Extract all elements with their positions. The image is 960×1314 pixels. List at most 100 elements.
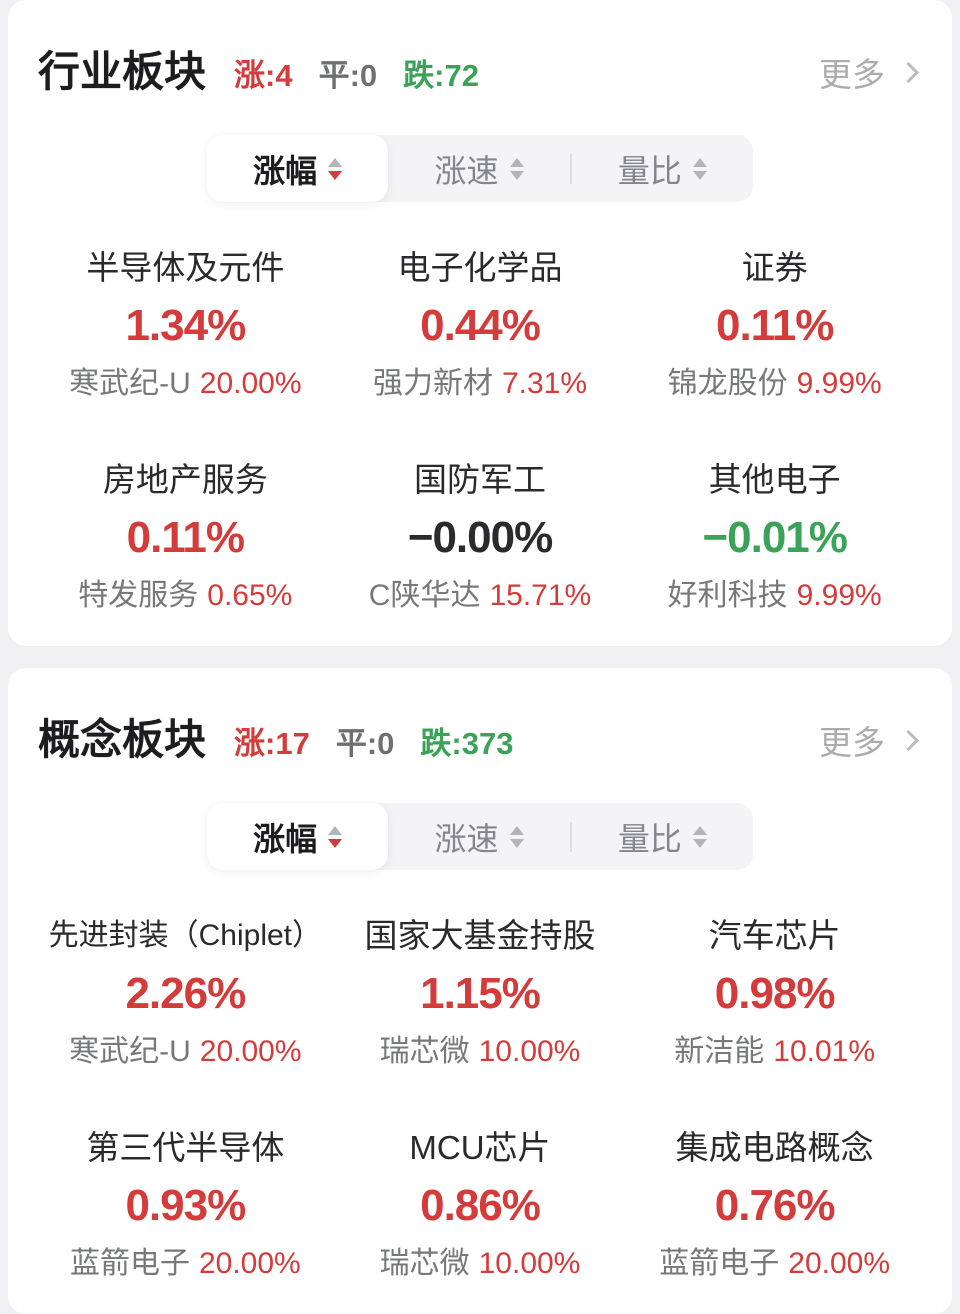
sector-name: 电子化学品 — [397, 249, 563, 286]
tab-label: 量比 — [617, 820, 682, 857]
sort-tabbar: 涨幅 涨速 量比 — [207, 803, 753, 870]
leader-change: 20.00% — [199, 1035, 302, 1068]
leader-change: 9.99% — [796, 367, 882, 400]
leader-stock: 寒武纪-U 20.00% — [38, 1034, 333, 1070]
tab-label: 量比 — [617, 152, 682, 189]
sector-change: 0.76% — [714, 1181, 836, 1230]
tab-label: 涨幅 — [253, 820, 318, 857]
sector-change: 1.34% — [125, 301, 246, 350]
leader-name: 新洁能 — [674, 1035, 765, 1068]
leader-name: 强力新材 — [372, 367, 493, 400]
sort-arrows-icon — [692, 157, 707, 180]
section-title: 行业板块 — [38, 48, 207, 95]
leader-stock: 特发服务 0.65% — [38, 578, 333, 614]
leader-stock: 瑞芯微 10.00% — [333, 1246, 628, 1282]
sector-name: 其他电子 — [708, 461, 841, 498]
leader-change: 10.01% — [773, 1035, 876, 1068]
sector-cell[interactable]: 电子化学品 0.44% 强力新材 7.31% — [333, 248, 628, 402]
leader-stock: 好利科技 9.99% — [627, 578, 922, 614]
tab-change-speed[interactable]: 涨速 — [388, 803, 569, 870]
leader-stock: 瑞芯微 10.00% — [333, 1034, 628, 1070]
industry-header: 行业板块 涨:4 平:0 跌:72 更多 — [38, 38, 922, 99]
tab-label: 涨速 — [434, 820, 499, 857]
more-label: 更多 — [819, 724, 885, 761]
concept-header: 概念板块 涨:17 平:0 跌:373 更多 — [38, 706, 922, 767]
leader-name: C陕华达 — [368, 579, 481, 612]
sort-tabbar: 涨幅 涨速 量比 — [207, 135, 753, 202]
tab-volume-ratio[interactable]: 量比 — [572, 803, 753, 870]
sector-name: MCU芯片 — [409, 1129, 551, 1166]
sector-name: 先进封装（Chiplet） — [48, 919, 323, 952]
tab-label: 涨幅 — [253, 152, 318, 189]
breadth-stats: 涨:4 平:0 跌:72 — [234, 50, 479, 95]
sector-change: 2.26% — [125, 969, 246, 1018]
leader-stock: 蓝箭电子 20.00% — [627, 1246, 922, 1282]
leader-name: 瑞芯微 — [379, 1035, 470, 1068]
sort-arrows-icon — [328, 825, 343, 848]
leader-change: 15.71% — [489, 579, 592, 612]
tab-volume-ratio[interactable]: 量比 — [572, 135, 753, 202]
sector-name: 汽车芯片 — [708, 917, 841, 954]
sector-name: 房地产服务 — [102, 461, 268, 498]
leader-stock: 锦龙股份 9.99% — [627, 366, 922, 402]
leader-name: 特发服务 — [78, 579, 199, 612]
sort-arrows-icon — [328, 157, 343, 180]
leader-change: 10.00% — [478, 1247, 581, 1280]
chevron-right-icon — [897, 61, 920, 83]
breadth-stats: 涨:17 平:0 跌:373 — [234, 718, 513, 763]
sector-change: 0.11% — [126, 513, 245, 562]
leader-stock: 寒武纪-U 20.00% — [38, 366, 333, 402]
sector-name: 证券 — [741, 249, 808, 286]
sector-cell[interactable]: 第三代半导体 0.93% 蓝箭电子 20.00% — [38, 1128, 333, 1282]
leader-stock: C陕华达 15.71% — [333, 578, 628, 614]
stat-unchanged: 平:0 — [318, 58, 378, 93]
sector-cell[interactable]: 汽车芯片 0.98% 新洁能 10.01% — [627, 916, 922, 1070]
leader-change: 20.00% — [788, 1247, 891, 1280]
sector-cell[interactable]: 先进封装（Chiplet） 2.26% 寒武纪-U 20.00% — [38, 916, 333, 1070]
sector-name: 国家大基金持股 — [364, 917, 596, 954]
sector-change: 0.98% — [714, 969, 836, 1018]
leader-name: 瑞芯微 — [379, 1247, 470, 1280]
tab-change-speed[interactable]: 涨速 — [388, 135, 569, 202]
sector-name: 集成电路概念 — [675, 1129, 874, 1166]
leader-name: 锦龙股份 — [667, 367, 788, 400]
concept-sectors-card: 概念板块 涨:17 平:0 跌:373 更多 涨幅 涨速 量比 先进封装（Chi… — [8, 668, 952, 1314]
sector-change: −0.00% — [407, 513, 553, 562]
more-label: 更多 — [819, 56, 885, 93]
sector-cell[interactable]: MCU芯片 0.86% 瑞芯微 10.00% — [333, 1128, 628, 1282]
stat-advancers: 涨:4 — [234, 58, 293, 93]
leader-name: 好利科技 — [667, 579, 788, 612]
sector-change: 0.44% — [420, 301, 541, 350]
stat-decliners: 跌:72 — [403, 58, 479, 93]
sector-change: −0.01% — [702, 513, 847, 562]
more-button[interactable]: 更多 — [819, 716, 922, 764]
sector-change: 0.93% — [125, 1181, 246, 1230]
sector-cell[interactable]: 房地产服务 0.11% 特发服务 0.65% — [38, 460, 333, 614]
tab-label: 涨速 — [434, 152, 499, 189]
sector-change: 1.15% — [420, 969, 541, 1018]
sort-arrows-icon — [509, 157, 524, 180]
sector-cell[interactable]: 半导体及元件 1.34% 寒武纪-U 20.00% — [38, 248, 333, 402]
leader-stock: 蓝箭电子 20.00% — [38, 1246, 333, 1282]
tab-divider — [569, 821, 572, 852]
sector-cell[interactable]: 其他电子 −0.01% 好利科技 9.99% — [627, 460, 922, 614]
section-title: 概念板块 — [38, 716, 207, 763]
sector-grid: 半导体及元件 1.34% 寒武纪-U 20.00% 电子化学品 0.44% 强力新… — [38, 248, 922, 614]
sector-grid: 先进封装（Chiplet） 2.26% 寒武纪-U 20.00% 国家大基金持股 … — [38, 916, 922, 1282]
tab-change-percent[interactable]: 涨幅 — [207, 135, 389, 202]
leader-change: 0.65% — [207, 579, 293, 612]
sort-arrows-icon — [509, 825, 524, 848]
stat-decliners: 跌:373 — [420, 726, 514, 761]
sector-cell[interactable]: 证券 0.11% 锦龙股份 9.99% — [627, 248, 922, 402]
leader-change: 7.31% — [501, 367, 588, 400]
sector-cell[interactable]: 国防军工 −0.00% C陕华达 15.71% — [333, 460, 628, 614]
stat-unchanged: 平:0 — [335, 726, 395, 761]
sector-cell[interactable]: 国家大基金持股 1.15% 瑞芯微 10.00% — [333, 916, 628, 1070]
sector-cell[interactable]: 集成电路概念 0.76% 蓝箭电子 20.00% — [627, 1128, 922, 1282]
leader-change: 20.00% — [198, 1247, 301, 1280]
more-button[interactable]: 更多 — [819, 48, 922, 96]
sector-change: 0.86% — [420, 1181, 541, 1230]
leader-stock: 新洁能 10.01% — [627, 1034, 922, 1070]
sector-name: 第三代半导体 — [86, 1129, 285, 1166]
tab-change-percent[interactable]: 涨幅 — [207, 803, 389, 870]
